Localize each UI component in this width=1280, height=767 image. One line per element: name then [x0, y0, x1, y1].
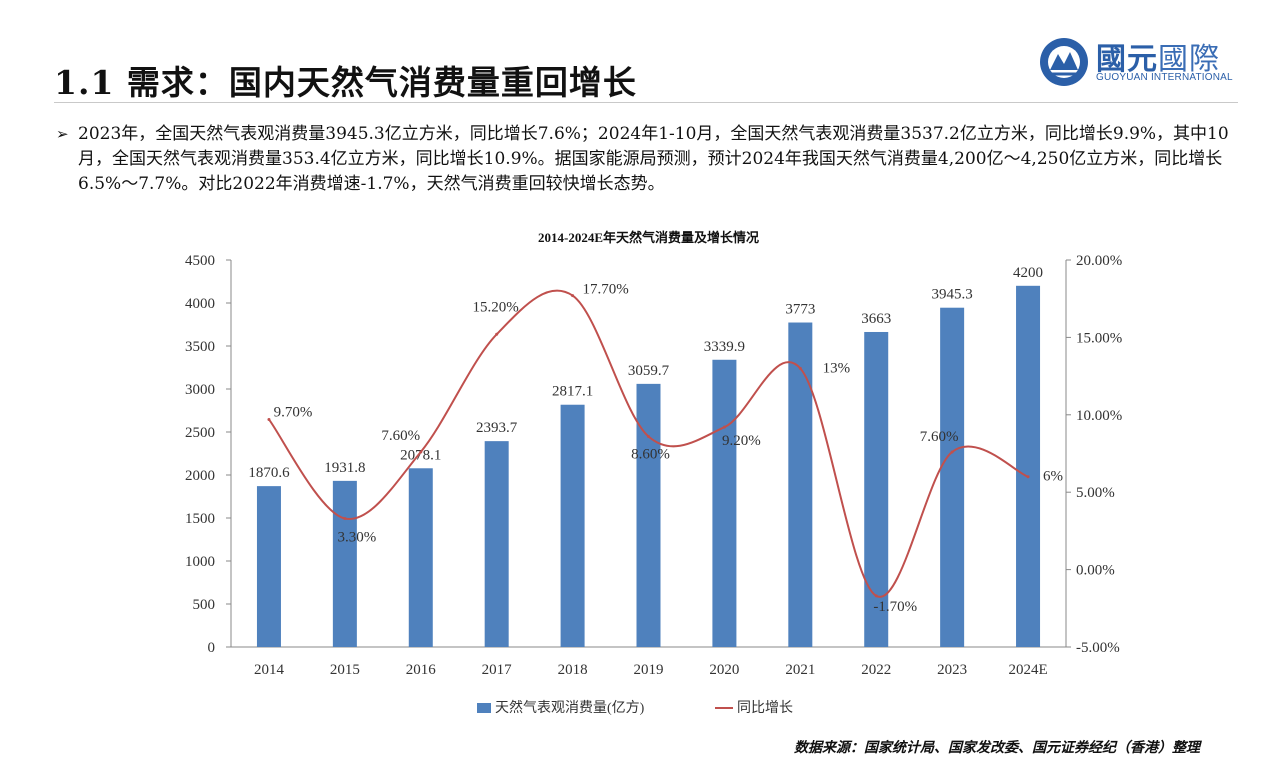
growth-rate-label: 9.70% — [274, 404, 313, 420]
growth-rate-point — [343, 517, 347, 521]
growth-rate-point — [647, 434, 650, 438]
data-source-note: 数据来源：国家统计局、国家发改委、国元证券经纪（香港）整理 — [794, 740, 1200, 756]
x-axis-tick-label: 2023 — [937, 662, 967, 678]
page-title: 1.1 需求：国内天然气消费量重回增长 — [54, 63, 637, 102]
consumption-bar — [560, 404, 585, 647]
summary-bullet: ➢ 2023年，全国天然气表观消费量3945.3亿立方米，同比增长7.6%；20… — [56, 122, 1236, 197]
logo-cn-light: 國際 — [1158, 42, 1220, 77]
logo-cn-bold: 國元 — [1096, 42, 1158, 77]
growth-rate-point — [950, 450, 954, 454]
growth-rate-point — [798, 366, 802, 370]
growth-rate-label: 15.20% — [473, 299, 519, 315]
summary-text: 2023年，全国天然气表观消费量3945.3亿立方米，同比增长7.6%；2024… — [78, 124, 1229, 194]
consumption-bar — [256, 486, 281, 647]
growth-rate-label: 6% — [1043, 469, 1063, 485]
growth-rate-line — [268, 289, 1029, 598]
logo-english-name: GUOYUAN INTERNATIONAL — [1096, 72, 1233, 83]
consumption-bar — [484, 441, 509, 647]
consumption-bar-label: 1870.6 — [248, 465, 290, 481]
x-axis-tick-label: 2021 — [785, 662, 815, 678]
consumption-bar — [408, 468, 433, 647]
right-axis-tick-label: -5.00% — [1076, 640, 1120, 656]
consumption-bar-label: 3339.9 — [704, 339, 745, 355]
left-axis-tick-label: 1000 — [185, 554, 215, 570]
guoyuan-logo-icon — [1040, 38, 1088, 86]
x-axis-tick-label: 2016 — [406, 662, 437, 678]
left-axis-tick-label: 4500 — [185, 253, 215, 269]
consumption-bar-label: 3773 — [785, 302, 815, 318]
left-axis-tick-label: 500 — [193, 597, 216, 613]
consumption-bar-label: 2078.1 — [400, 447, 441, 463]
company-logo: 國元國際 GUOYUAN INTERNATIONAL — [1038, 34, 1238, 90]
growth-rate-label: 7.60% — [920, 429, 959, 445]
right-axis-tick-label: 20.00% — [1076, 253, 1122, 269]
consumption-bar-label: 2817.1 — [552, 384, 593, 400]
x-axis-tick-label: 2019 — [634, 662, 664, 678]
consumption-bar — [940, 307, 965, 647]
consumption-bar — [712, 359, 737, 647]
left-axis-tick-label: 4000 — [185, 296, 215, 312]
growth-rate-point — [419, 450, 423, 454]
growth-rate-point — [267, 417, 271, 421]
chart-title: 2014-2024E年天然气消费量及增长情况 — [538, 230, 759, 245]
left-axis-tick-label: 3000 — [185, 382, 215, 398]
consumption-bar — [636, 383, 661, 647]
consumption-bar-label: 2393.7 — [476, 420, 518, 436]
right-axis-tick-label: 0.00% — [1076, 563, 1115, 579]
title-divider — [54, 102, 1238, 103]
growth-rate-label: -1.70% — [873, 599, 917, 615]
x-axis-tick-label: 2017 — [482, 662, 513, 678]
growth-rate-label: 17.70% — [582, 282, 628, 298]
growth-rate-point — [495, 332, 499, 336]
growth-rate-label: 9.20% — [722, 433, 761, 449]
consumption-bar-label: 4200 — [1013, 265, 1043, 281]
growth-rate-point — [874, 594, 878, 598]
consumption-bar — [1016, 285, 1041, 647]
left-axis-tick-label: 2500 — [185, 425, 215, 441]
x-axis-tick-label: 2015 — [330, 662, 360, 678]
growth-rate-point — [571, 294, 575, 298]
consumption-growth-chart: 2014-2024E年天然气消费量及增长情况 0 500 1000 1500 2000 25… — [185, 230, 1122, 716]
consumption-bar-label: 3945.3 — [932, 287, 973, 303]
right-axis-tick-label: 15.00% — [1076, 330, 1122, 346]
x-axis-tick-label: 2020 — [709, 662, 739, 678]
bullet-marker-icon: ➢ — [56, 125, 69, 143]
legend-bar-label: 天然气表观消费量(亿方) — [495, 699, 645, 716]
right-axis-tick-label: 10.00% — [1076, 408, 1122, 424]
consumption-bar-label: 1931.8 — [324, 460, 365, 476]
consumption-bar-label: 3059.7 — [628, 363, 670, 379]
growth-rate-label: 8.60% — [631, 446, 670, 462]
growth-rate-label: 7.60% — [381, 428, 420, 444]
left-axis-tick-label: 3500 — [185, 339, 215, 355]
consumption-bar-label: 3663 — [861, 311, 891, 327]
growth-rate-point — [1026, 475, 1030, 479]
consumption-bar — [788, 322, 813, 647]
consumption-bar — [332, 480, 357, 647]
x-axis-tick-label: 2022 — [861, 662, 891, 678]
x-axis-tick-label: 2024E — [1008, 662, 1047, 678]
x-axis-tick-label: 2018 — [558, 662, 588, 678]
growth-rate-label: 3.30% — [337, 530, 376, 546]
right-axis-tick-label: 5.00% — [1076, 485, 1115, 501]
x-axis-tick-label: 2014 — [254, 662, 285, 678]
growth-rate-point — [722, 425, 726, 429]
left-axis-tick-label: 1500 — [185, 511, 215, 527]
legend-line-label: 同比增长 — [737, 700, 793, 716]
growth-rate-label: 13% — [823, 360, 851, 376]
left-axis-tick-label: 0 — [208, 640, 216, 656]
logo-chinese-name: 國元國際 — [1096, 34, 1220, 78]
left-axis-tick-label: 2000 — [185, 468, 215, 484]
legend-bar-swatch — [477, 703, 491, 713]
